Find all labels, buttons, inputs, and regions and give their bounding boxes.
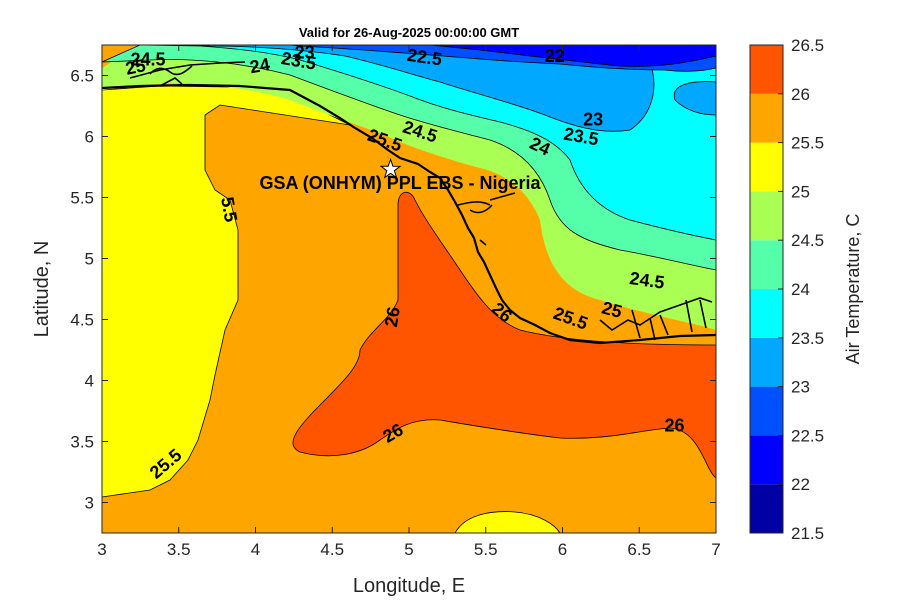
field-region-22	[429, 45, 716, 67]
colorbar-swatch	[750, 240, 783, 289]
plot-area	[102, 45, 716, 533]
contour-label: 23	[583, 109, 603, 129]
x-tick-label: 5	[404, 540, 413, 559]
colorbar-tick-label: 25	[791, 182, 810, 201]
contour-label: 24.5	[131, 50, 166, 70]
colorbar-label: Air Temperature, C	[843, 214, 863, 365]
contour-label: 22	[545, 46, 565, 66]
contour-label: 25	[124, 55, 148, 79]
y-tick-label: 5	[85, 250, 94, 269]
colorbar-swatch	[750, 484, 783, 533]
colorbar-tick-label: 22.5	[791, 426, 824, 445]
contour-label: 22.5	[406, 45, 443, 70]
x-tick-label: 4	[251, 540, 260, 559]
colorbar-swatch	[750, 289, 783, 338]
colorbar: 21.5 22 22.5 23 23.5 24 24.5 25 25.5 26 26.5	[749, 36, 824, 543]
y-tick-label: 6	[85, 128, 94, 147]
x-tick-label: 3.5	[167, 540, 191, 559]
colorbar-tick-label: 25.5	[791, 134, 824, 153]
y-axis-ticks: 3 3.5 4 4.5 5 5.5 6 6.5	[70, 67, 716, 513]
contour-label: 24.5	[628, 268, 665, 293]
site-star-marker	[379, 157, 402, 179]
colorbar-swatch	[750, 386, 783, 436]
field-region-yellow-south	[454, 511, 561, 533]
contour-label: 23	[295, 42, 315, 62]
y-tick-label: 3	[85, 494, 94, 513]
chart-title: Valid for 26-Aug-2025 00:00:00 GMT	[299, 25, 519, 40]
contour-label: 25	[600, 298, 625, 323]
colorbar-swatch	[750, 435, 783, 485]
colorbar-swatch	[750, 45, 783, 94]
coastline	[102, 83, 716, 345]
colorbar-swatch	[750, 93, 783, 143]
y-tick-label: 6.5	[70, 67, 94, 86]
colorbar-tick-label: 24	[791, 280, 810, 299]
colorbar-tick-label: 21.5	[791, 524, 824, 543]
colorbar-swatch	[750, 191, 783, 241]
contour-labels: 2222.52323.52424.52524.525.52323.52424.5…	[124, 42, 685, 482]
contour-label: 24	[248, 54, 271, 77]
colorbar-swatch	[750, 142, 783, 192]
site-label: GSA (ONHYM) PPL EBS - Nigeria	[259, 173, 541, 193]
colorbar-tick-label: 24.5	[791, 231, 824, 250]
colorbar-tick-label: 26.5	[791, 36, 824, 55]
y-tick-label: 4	[85, 372, 94, 391]
x-tick-label: 5.5	[474, 540, 498, 559]
y-tick-label: 4.5	[70, 311, 94, 330]
field-region-26	[292, 191, 716, 479]
colorbar-tick-label: 23.5	[791, 329, 824, 348]
x-tick-label: 6.5	[627, 540, 651, 559]
x-tick-label: 4.5	[320, 540, 344, 559]
contour-label: 26	[665, 416, 685, 436]
x-tick-label: 7	[711, 540, 720, 559]
x-tick-label: 3	[97, 540, 106, 559]
colorbar-swatch	[750, 337, 783, 387]
colorbar-tick-label: 26	[791, 85, 810, 104]
contour-label: 26	[381, 305, 404, 328]
x-axis-ticks: 3 3.5 4 4.5 5 5.5 6 6.5 7	[97, 45, 721, 559]
lagoon-lines	[129, 61, 713, 341]
site-marker-group: GSA (ONHYM) PPL EBS - Nigeria	[259, 157, 542, 193]
x-tick-label: 6	[558, 540, 567, 559]
x-axis-label: Longitude, E	[353, 575, 465, 597]
colorbar-tick-label: 23	[791, 378, 810, 397]
y-axis-label: Latitude, N	[31, 241, 53, 338]
y-tick-label: 3.5	[70, 433, 94, 452]
y-tick-label: 5.5	[70, 189, 94, 208]
contour-label: 5.5	[217, 195, 241, 223]
colorbar-tick-label: 22	[791, 475, 810, 494]
